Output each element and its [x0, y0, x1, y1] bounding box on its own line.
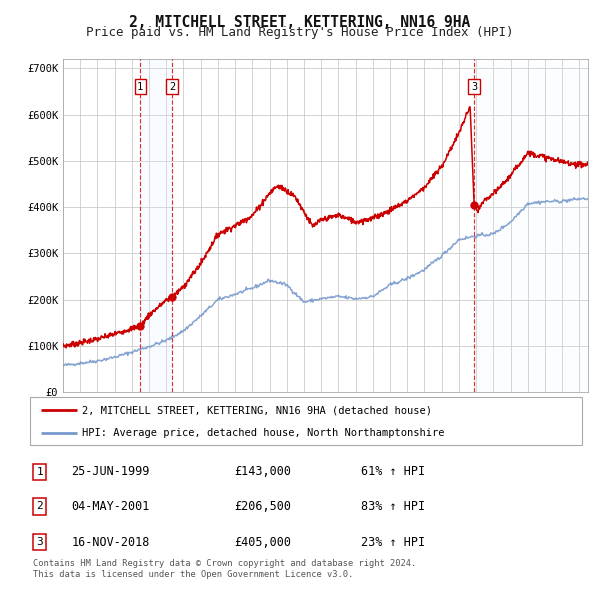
Text: 2, MITCHELL STREET, KETTERING, NN16 9HA: 2, MITCHELL STREET, KETTERING, NN16 9HA	[130, 15, 470, 30]
Text: Price paid vs. HM Land Registry's House Price Index (HPI): Price paid vs. HM Land Registry's House …	[86, 26, 514, 39]
Text: 61% ↑ HPI: 61% ↑ HPI	[361, 466, 425, 478]
Text: 23% ↑ HPI: 23% ↑ HPI	[361, 536, 425, 549]
Text: 2: 2	[169, 82, 175, 92]
Bar	[474, 59, 588, 392]
Text: 2, MITCHELL STREET, KETTERING, NN16 9HA (detached house): 2, MITCHELL STREET, KETTERING, NN16 9HA …	[82, 405, 433, 415]
Text: Contains HM Land Registry data © Crown copyright and database right 2024.
This d: Contains HM Land Registry data © Crown c…	[33, 559, 416, 579]
Text: 2: 2	[37, 502, 43, 512]
Text: 04-MAY-2001: 04-MAY-2001	[71, 500, 150, 513]
Text: 83% ↑ HPI: 83% ↑ HPI	[361, 500, 425, 513]
Text: 1: 1	[37, 467, 43, 477]
Text: £405,000: £405,000	[234, 536, 291, 549]
Bar	[140, 59, 172, 392]
Text: 16-NOV-2018: 16-NOV-2018	[71, 536, 150, 549]
Text: HPI: Average price, detached house, North Northamptonshire: HPI: Average price, detached house, Nort…	[82, 428, 445, 438]
Text: 3: 3	[471, 82, 477, 92]
Text: £143,000: £143,000	[234, 466, 291, 478]
Text: £206,500: £206,500	[234, 500, 291, 513]
Text: 3: 3	[37, 537, 43, 547]
Bar	[474, 59, 588, 392]
Text: 25-JUN-1999: 25-JUN-1999	[71, 466, 150, 478]
Text: 1: 1	[137, 82, 143, 92]
